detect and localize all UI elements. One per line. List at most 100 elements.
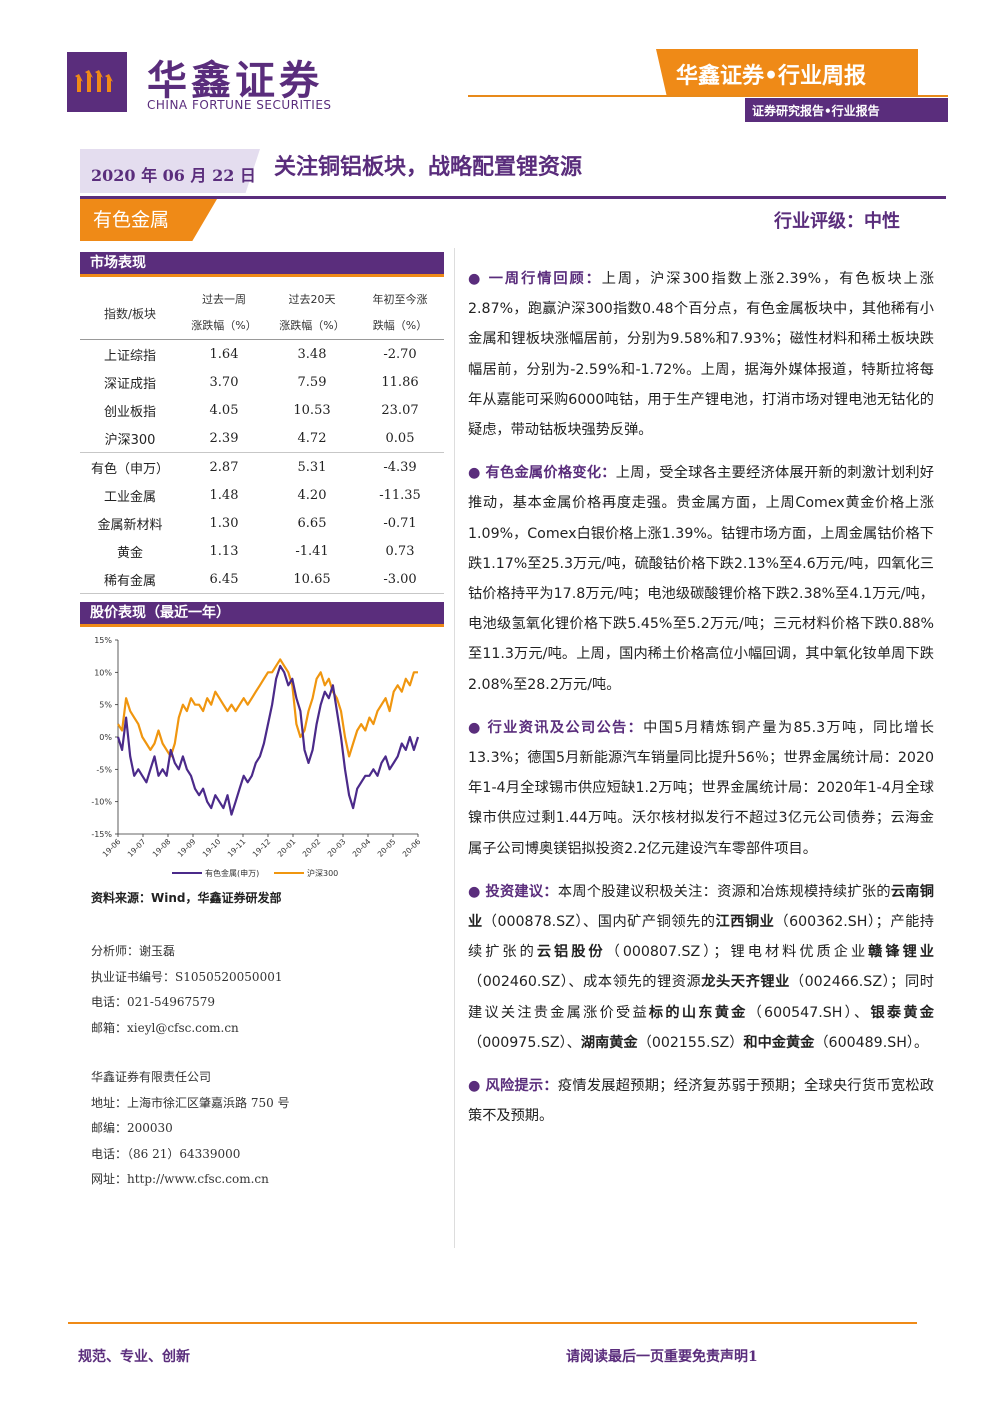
- bullet-icon: ●: [468, 719, 482, 736]
- legend-label-0: 有色金属(申万): [205, 868, 259, 878]
- col-header-index: 指数/板块: [80, 287, 180, 340]
- report-title: 关注铜铝板块，战略配置锂资源: [274, 155, 583, 180]
- x-tick-label: 19-11: [226, 837, 248, 859]
- ytd-change: 0.73: [385, 543, 415, 559]
- x-tick-label: 20-03: [326, 837, 348, 859]
- ytd-change: 11.86: [381, 374, 419, 390]
- paragraph-risk: ● 风险提示：疫情发展超预期；经济复苏弱于预期；全球央行货币宽松政策不及预期。: [468, 1071, 934, 1131]
- row-name: 金属新材料: [97, 517, 163, 533]
- banner-subtitle: 证券研究报告•行业报告: [752, 104, 880, 118]
- y-tick-label: 10%: [94, 668, 112, 677]
- x-tick-label: 20-05: [376, 837, 398, 859]
- y-tick-label: -5%: [96, 765, 112, 774]
- table-row: 上证综指 1.64 3.48 -2.70: [80, 340, 444, 369]
- series-line-1: [117, 658, 418, 758]
- month-change: 10.53: [293, 402, 331, 418]
- table-row: 稀有金属 6.45 10.65 -3.00: [80, 565, 444, 594]
- y-tick-label: 15%: [94, 636, 112, 645]
- x-tick-label: 19-08: [151, 837, 173, 859]
- week-change: 6.45: [180, 565, 268, 594]
- paragraph-keyword: 有色金属价格变化：: [485, 465, 616, 482]
- week-change: 2.39: [180, 424, 268, 453]
- table-row: 工业金属 1.48 4.20 -11.35: [80, 481, 444, 509]
- col-header-month: 过去20天 涨跌幅（%）: [268, 287, 356, 340]
- row-name: 创业板指: [103, 404, 156, 420]
- row-name: 沪深300: [80, 424, 180, 453]
- header-rule: [468, 95, 948, 97]
- table-row: 创业板指 4.05 10.53 23.07: [80, 396, 444, 424]
- company-name: 银泰黄金: [870, 1004, 934, 1021]
- row-name: 上证综指: [103, 348, 156, 364]
- month-change: 3.48: [297, 346, 327, 362]
- x-tick-label: 20-04: [351, 837, 373, 859]
- paragraph-investment: ● 投资建议：本周个股建议积极关注：资源和冶炼规模持续扩张的云南铜业（00087…: [468, 883, 934, 1051]
- table-row: 金属新材料 1.30 6.65 -0.71: [80, 509, 444, 537]
- week-change: 1.64: [209, 346, 239, 362]
- week-change: 3.70: [209, 374, 239, 390]
- month-change: 10.65: [268, 565, 356, 594]
- y-tick-label: 0%: [99, 733, 112, 742]
- company-website: 网址：http://www.cfsc.com.cn: [91, 1172, 269, 1186]
- date-box: [80, 149, 260, 193]
- month-change: 6.65: [297, 515, 327, 531]
- company-name: 赣锋锂业: [868, 944, 934, 961]
- ytd-change: -2.70: [383, 346, 417, 362]
- row-name: 黄金: [116, 545, 143, 561]
- footer-rule: [68, 1322, 917, 1324]
- report-body: ● 一周行情回顾：上周，沪深300指数上涨2.39%，有色板块上涨2.87%，跑…: [468, 264, 934, 1144]
- table-row: 黄金 1.13 -1.41 0.73: [80, 537, 444, 565]
- paragraph-text: 上周，受全球各主要经济体展开新的刺激计划利好推动，基本金属价格再度走强。贵金属方…: [468, 465, 934, 693]
- price-performance-chart: 15% 10% 5% 0% -5% -10% -15%19-06 19-07 19-08 19-0…: [91, 636, 422, 878]
- chart-section-header: 股价表现（最近一年）: [80, 602, 444, 627]
- bullet-icon: ●: [468, 1078, 481, 1095]
- ytd-change: -0.71: [383, 515, 417, 531]
- sector-tag: [80, 199, 217, 241]
- market-section-title: 市场表现: [80, 252, 444, 274]
- company-name: 云南铜业: [468, 883, 934, 931]
- row-name: 工业金属: [103, 489, 156, 505]
- paragraph-weekly-review: ● 一周行情回顾：上周，沪深300指数上涨2.39%，有色板块上涨2.87%，跑…: [468, 264, 934, 445]
- col-header-week: 过去一周 涨跌幅（%）: [180, 287, 268, 340]
- series-line-0: [116, 664, 420, 816]
- month-change: 4.72: [268, 424, 356, 453]
- report-date: 2020 年 06 月 22 日: [91, 166, 256, 185]
- company-phone: 电话：（86 21）64339000: [91, 1146, 241, 1161]
- industry-rating: 行业评级：中性: [774, 211, 900, 232]
- x-tick-label: 20-01: [276, 837, 298, 859]
- paragraph-text: 疫情发展超预期；经济复苏弱于预期；全球央行货币宽松政策不及预期。: [468, 1078, 934, 1125]
- paragraph-text: 中国5月精炼铜产量为85.3万吨，同比增长13.3%；德国5月新能源汽车销量同比…: [468, 719, 934, 857]
- week-change: 1.48: [209, 487, 239, 503]
- bullet-icon: ●: [468, 271, 483, 287]
- ytd-change: 0.05: [356, 424, 444, 453]
- bullet-icon: ●: [468, 883, 481, 900]
- company-name: 龙头天齐锂业: [701, 974, 790, 991]
- x-tick-label: 19-06: [101, 837, 123, 859]
- y-tick-label: 5%: [99, 701, 112, 710]
- col-header-ytd: 年初至今涨 跌幅（%）: [356, 287, 444, 340]
- analyst-cert: 执业证书编号：S1050520050001: [91, 969, 283, 984]
- table-header-row: 指数/板块 过去一周 涨跌幅（%） 过去20天 涨跌幅（%） 年初至今涨 跌幅（…: [80, 287, 444, 340]
- market-table: 指数/板块 过去一周 涨跌幅（%） 过去20天 涨跌幅（%） 年初至今涨 跌幅（…: [80, 287, 444, 594]
- y-tick-label: -15%: [91, 830, 112, 839]
- table-row: 沪深300 2.39 4.72 0.05: [80, 424, 444, 453]
- company-name: 云铝股份: [536, 944, 606, 961]
- x-tick-label: 19-12: [251, 837, 273, 859]
- x-tick-label: 19-09: [176, 837, 198, 859]
- chart-section-title: 股价表现（最近一年）: [80, 602, 444, 624]
- footer-disclaimer: 请阅读最后一页重要免责声明1: [566, 1349, 758, 1365]
- market-section-header: 市场表现: [80, 252, 444, 277]
- banner-title: 华鑫证券•行业周报: [676, 63, 867, 89]
- week-change: 1.30: [209, 515, 239, 531]
- company-name: 标的山东黄金: [648, 1004, 748, 1021]
- paragraph-price-change: ● 有色金属价格变化：上周，受全球各主要经济体展开新的刺激计划利好推动，基本金属…: [468, 458, 934, 700]
- company-info: 华鑫证券有限责任公司 地址：上海市徐汇区肇嘉浜路 750 号 邮编：200030…: [91, 1065, 290, 1193]
- analyst-name: 分析师：谢玉磊: [91, 944, 176, 958]
- logo-mark: [67, 52, 127, 112]
- chart-source: 资料来源：Wind，华鑫证券研发部: [91, 891, 282, 905]
- banner-orange: [656, 49, 918, 95]
- month-change: 5.31: [297, 459, 327, 475]
- company-zip: 邮编：200030: [91, 1121, 173, 1135]
- row-name: 稀有金属: [80, 565, 180, 594]
- week-change: 4.05: [209, 402, 239, 418]
- title-rule: [80, 196, 946, 199]
